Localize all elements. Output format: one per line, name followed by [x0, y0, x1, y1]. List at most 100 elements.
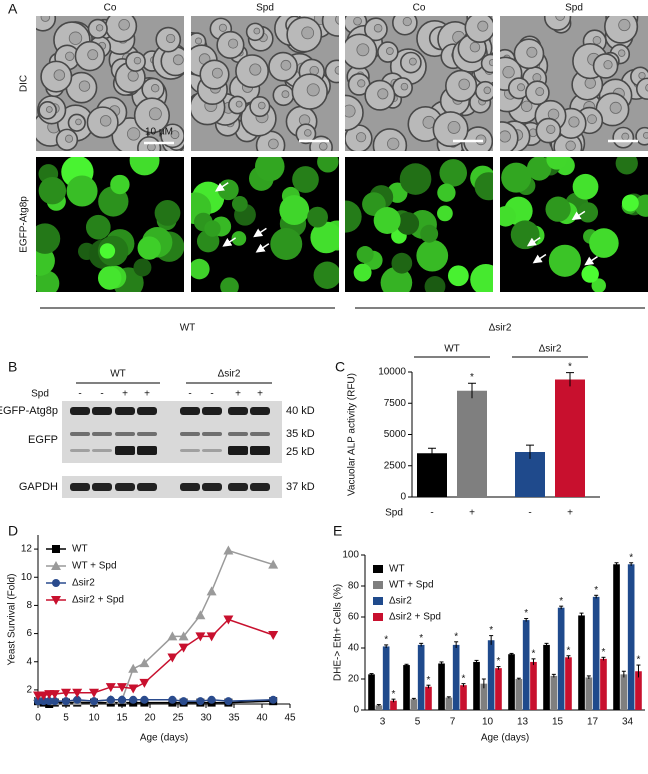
error-bar [566, 655, 571, 659]
marker [167, 653, 178, 663]
bar [522, 620, 530, 710]
cell-vacuole [638, 71, 646, 80]
cell-vacuole [253, 27, 261, 35]
cell-vacuole [535, 87, 545, 97]
y-tick-label: 10000 [378, 367, 406, 378]
cell [217, 179, 239, 201]
cell [324, 59, 339, 84]
size-label: 35 kD [286, 428, 315, 440]
band [137, 407, 157, 415]
y-tick-label: 5000 [384, 429, 407, 440]
blot [62, 476, 282, 498]
cell-vacuole [546, 124, 556, 134]
y-tick-label: 2 [26, 685, 32, 696]
bar [480, 683, 488, 710]
bar [555, 379, 585, 497]
marker [179, 697, 188, 706]
bar [495, 668, 502, 710]
error-bar [559, 605, 564, 610]
cell-vacuole [408, 57, 417, 66]
error-bar [419, 642, 424, 647]
cell-vacuole [568, 116, 580, 128]
marker [49, 690, 60, 700]
y-tick-label: 8 [26, 600, 32, 611]
cell [437, 205, 453, 222]
marker [128, 663, 139, 673]
x-tick-label: 15 [552, 717, 564, 728]
error-bar [496, 666, 501, 670]
significance: * [594, 585, 598, 596]
column-header: Spd [256, 3, 274, 14]
x-tick-label: 17 [587, 717, 599, 728]
legend-label: WT [389, 564, 405, 575]
bar [550, 675, 558, 710]
marker [195, 610, 206, 620]
x-tick-label: 0 [35, 713, 41, 724]
cell [99, 243, 116, 259]
legend-swatch [373, 581, 383, 589]
marker [195, 632, 206, 642]
y-axis-label: Vacuolar ALP activity (RFU) [347, 373, 358, 496]
marker [117, 683, 127, 693]
y-tick-label: 40 [348, 643, 360, 654]
cell [270, 228, 303, 261]
error-bar [579, 612, 584, 618]
cell [313, 261, 339, 289]
marker [105, 683, 116, 693]
bar [613, 564, 620, 710]
significance: * [384, 635, 388, 646]
bar [620, 674, 628, 710]
cell [310, 221, 339, 254]
cell [500, 205, 516, 227]
significance: * [427, 675, 431, 686]
error-bar [481, 678, 486, 689]
band [92, 432, 112, 436]
error-bar [524, 618, 529, 622]
micrograph [191, 157, 339, 292]
legend-marker [52, 579, 60, 587]
marker [196, 697, 205, 706]
y-tick-label: 2500 [384, 460, 407, 471]
marker [73, 695, 82, 704]
micrograph [345, 157, 493, 292]
cell [437, 183, 456, 202]
cell [621, 194, 639, 212]
significance: * [462, 673, 466, 684]
cell-vacuole [609, 101, 622, 114]
cell-vacuole [477, 20, 489, 32]
x-tick-label: 10 [88, 713, 100, 724]
bar [368, 674, 375, 710]
error-bar [586, 675, 591, 679]
band [115, 483, 135, 491]
bar [403, 665, 410, 710]
cell [220, 277, 239, 292]
micrograph [345, 16, 493, 151]
cell [546, 157, 568, 170]
cell-vacuole [345, 104, 356, 118]
marker [206, 632, 217, 642]
cell-vacuole [195, 37, 203, 45]
row-label: DIC [19, 75, 30, 92]
marker [140, 695, 149, 704]
cell [545, 196, 571, 222]
cell-vacuole [40, 16, 51, 22]
bar [390, 700, 397, 710]
sign: - [100, 389, 103, 400]
bar [635, 671, 642, 710]
error-bar [516, 677, 521, 680]
y-tick-label: 80 [348, 581, 360, 592]
cell [279, 195, 310, 226]
marker [61, 688, 71, 698]
x-tick-label: 35 [228, 713, 240, 724]
marker [106, 695, 115, 704]
cell [439, 159, 468, 187]
sign: + [235, 389, 241, 400]
significance: * [637, 655, 641, 666]
group-label: WT [110, 369, 126, 380]
bar [375, 705, 383, 710]
cell-vacuole [166, 33, 176, 44]
x-tick-label: 40 [256, 713, 268, 724]
error-bar [474, 659, 479, 664]
cell [480, 53, 493, 74]
group-label: WT [180, 323, 196, 334]
